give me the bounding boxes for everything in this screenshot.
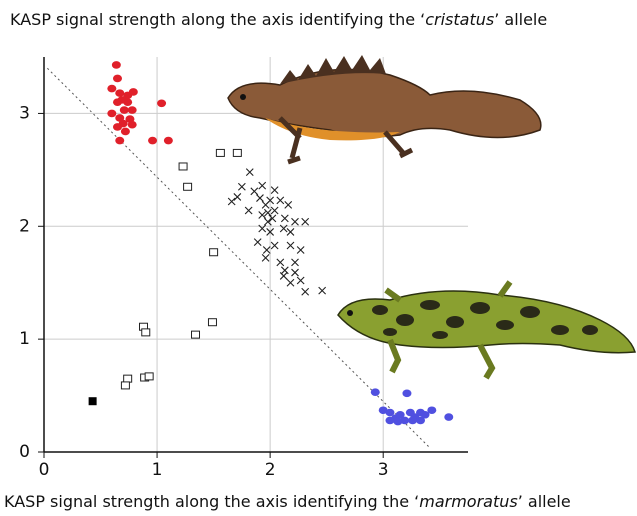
x-label-part: ’ allele bbox=[518, 492, 571, 511]
point bbox=[129, 88, 138, 96]
point bbox=[297, 277, 304, 284]
point bbox=[302, 218, 309, 225]
point bbox=[107, 85, 116, 93]
marbled-newt bbox=[338, 282, 635, 378]
point bbox=[287, 228, 294, 235]
point bbox=[128, 106, 137, 114]
point bbox=[280, 272, 287, 279]
point bbox=[233, 149, 241, 156]
point bbox=[164, 137, 173, 145]
x-label-part: KASP signal strength along the axis iden… bbox=[4, 492, 419, 511]
point bbox=[256, 195, 263, 202]
point bbox=[427, 406, 436, 414]
point bbox=[113, 75, 122, 83]
title-part: cristatus bbox=[425, 10, 494, 29]
point bbox=[402, 390, 411, 398]
point bbox=[371, 388, 380, 396]
point bbox=[142, 329, 150, 336]
point bbox=[271, 187, 278, 194]
point bbox=[216, 149, 224, 156]
point bbox=[393, 418, 402, 426]
illustrations bbox=[228, 55, 635, 378]
x-label-part: marmoratus bbox=[419, 492, 517, 511]
point bbox=[157, 99, 166, 107]
point bbox=[246, 169, 253, 176]
point bbox=[179, 163, 187, 170]
point bbox=[287, 242, 294, 249]
point bbox=[277, 197, 284, 204]
point bbox=[113, 123, 122, 131]
y-tick-label: 3 bbox=[19, 103, 30, 123]
point bbox=[107, 110, 116, 118]
point bbox=[112, 61, 121, 69]
point bbox=[120, 106, 129, 114]
point bbox=[292, 218, 299, 225]
y-tick-label: 1 bbox=[19, 329, 30, 349]
point bbox=[277, 259, 284, 266]
point bbox=[123, 98, 132, 106]
x-tick-label: 3 bbox=[378, 460, 389, 480]
point bbox=[254, 239, 261, 246]
title-part: ’ allele bbox=[494, 10, 547, 29]
point bbox=[292, 259, 299, 266]
point bbox=[184, 183, 192, 190]
point bbox=[121, 382, 129, 389]
point bbox=[271, 207, 278, 214]
point bbox=[259, 212, 266, 219]
point bbox=[210, 249, 218, 256]
point bbox=[281, 215, 288, 222]
point bbox=[271, 242, 278, 249]
point bbox=[302, 288, 309, 295]
title-part: KASP signal strength along the axis iden… bbox=[10, 10, 425, 29]
point bbox=[148, 137, 157, 145]
point bbox=[128, 121, 137, 129]
point bbox=[113, 98, 122, 106]
point bbox=[89, 397, 97, 405]
crested-newt bbox=[228, 55, 541, 162]
point bbox=[287, 279, 294, 286]
point bbox=[192, 331, 200, 338]
point bbox=[444, 413, 453, 421]
point bbox=[259, 182, 266, 189]
point bbox=[228, 198, 235, 205]
point bbox=[145, 373, 153, 380]
point bbox=[251, 188, 258, 195]
point bbox=[319, 287, 326, 294]
y-tick-label: 2 bbox=[19, 216, 30, 236]
point bbox=[416, 417, 425, 425]
x-tick-label: 2 bbox=[265, 460, 276, 480]
chart-title: KASP signal strength along the axis iden… bbox=[10, 10, 547, 29]
x-tick-label: 0 bbox=[39, 460, 50, 480]
point bbox=[262, 254, 269, 261]
point bbox=[121, 128, 130, 136]
point bbox=[385, 417, 394, 425]
point bbox=[408, 417, 417, 425]
point bbox=[285, 201, 292, 208]
point bbox=[115, 137, 124, 145]
point bbox=[297, 246, 304, 253]
point bbox=[238, 183, 245, 190]
point bbox=[234, 193, 241, 200]
point bbox=[245, 207, 252, 214]
chart: KASP signal strength along the axis iden… bbox=[0, 0, 637, 516]
x-axis-label: KASP signal strength along the axis iden… bbox=[4, 492, 571, 511]
x-tick-label: 1 bbox=[152, 460, 163, 480]
point bbox=[124, 375, 132, 382]
y-tick-label: 0 bbox=[19, 442, 30, 462]
point bbox=[115, 89, 124, 97]
point bbox=[208, 319, 216, 326]
point bbox=[292, 269, 299, 276]
point bbox=[263, 246, 270, 253]
